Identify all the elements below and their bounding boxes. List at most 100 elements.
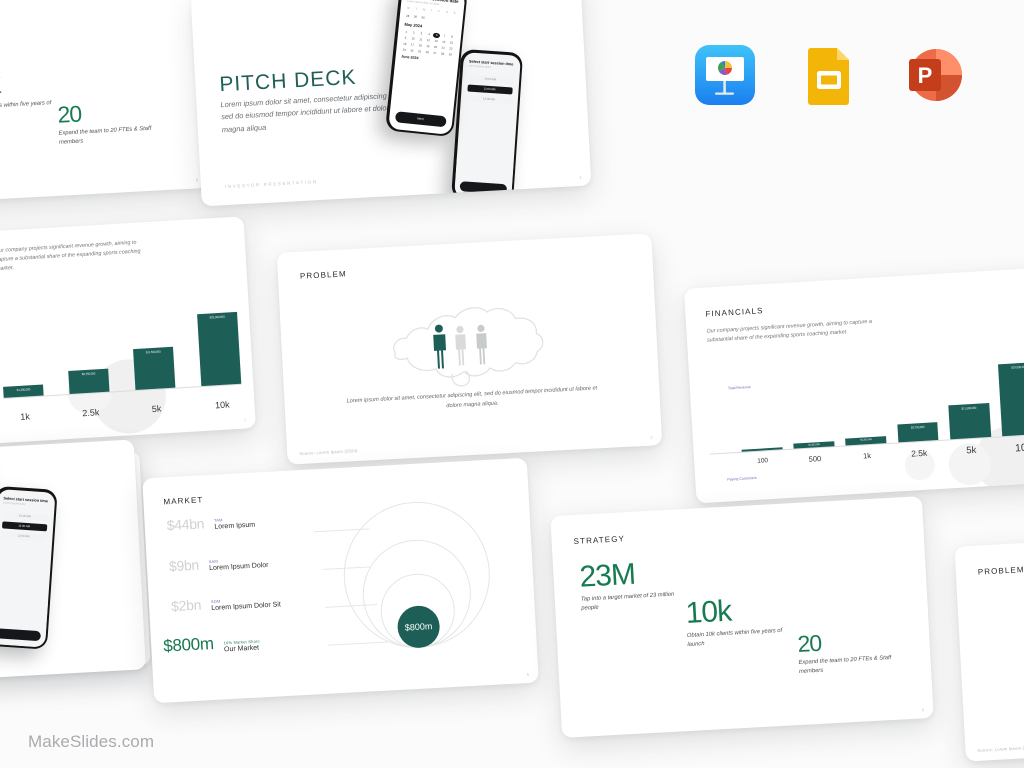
- phone-mockup-front: Select start session date Lorem ipsum do…: [385, 0, 468, 138]
- slide-financials-cropped[interactable]: Our company projects significant revenue…: [0, 216, 256, 452]
- person-muted: [455, 325, 467, 366]
- strategy-stat-2-text: Obtain 10k clients within five years of …: [0, 100, 52, 111]
- phone-time-option-label: 10:00 AM: [484, 76, 497, 82]
- x-tick-label: 10k: [1014, 441, 1024, 455]
- page-number: 6: [921, 707, 925, 713]
- page-number: 1: [579, 174, 583, 180]
- bar-value-label: $5,750,000: [81, 371, 96, 377]
- phone-time-option-selected-label: 11:00 AM: [18, 523, 31, 529]
- bar-2-5k: $5,750,000: [68, 368, 110, 394]
- calendar-day[interactable]: 30: [421, 15, 425, 20]
- market-row-sam: $9bn SAM Lorem Ipsum Dolor: [168, 553, 269, 575]
- strategy-stat-3-text: Expand the team to 20 FTEs & Staff membe…: [798, 654, 892, 676]
- slide-strategy[interactable]: STRATEGY 23M Tap into a target market of…: [550, 496, 934, 738]
- strategy-stat-2-number: 10k: [0, 66, 56, 102]
- calendar-day[interactable]: 28: [405, 13, 410, 19]
- market-row-som: $2bn SOM Lorem Ipsum Dolor Sit: [170, 592, 281, 615]
- page-number: 5: [526, 671, 530, 678]
- strategy-stat-3: 20 Expand the team to 20 FTEs & Staff me…: [797, 627, 907, 677]
- slide-pitch-deck-cropped[interactable]: Select start session time Lorem ipsum do…: [0, 439, 146, 687]
- powerpoint-icon[interactable]: P: [902, 44, 964, 106]
- person-highlighted: [433, 324, 447, 369]
- page-number: 7: [243, 417, 247, 423]
- x-tick-label: 1k: [862, 451, 872, 461]
- market-row-value: $800m: [162, 633, 215, 656]
- phone-time-option[interactable]: 10:00 AM: [2, 511, 48, 522]
- slide-problem-cropped[interactable]: PROBLEM Source: Lorem Ipsum (2024): [954, 529, 1024, 762]
- phone-time-option[interactable]: 12:00 AM: [466, 94, 512, 105]
- strategy-stat-2-text: Obtain 10k clients within five years of …: [686, 627, 783, 649]
- slide-problem[interactable]: PROBLEM Lorem ipsum dolor sit amet, cons…: [276, 233, 663, 465]
- keynote-icon[interactable]: [694, 44, 756, 106]
- phone-time-option-selected-label: 11:00 AM: [483, 86, 496, 92]
- phone-mockup-back: Select start session time Lorem ipsum do…: [0, 485, 58, 650]
- market-row-our-market: $800m 10% Market Share Our Market: [163, 631, 261, 656]
- weekday-label: W: [422, 7, 426, 12]
- bar-value-label: $11,500,000: [145, 349, 161, 355]
- phone-time-option-selected[interactable]: 11:00 AM: [1, 521, 47, 532]
- strategy-stat-2-number: 10k: [684, 594, 732, 631]
- market-row-value: $2bn: [170, 596, 202, 615]
- strategy-stat-3-number: 20: [56, 100, 82, 128]
- market-title: MARKET: [163, 495, 204, 507]
- x-tick-label: 1k: [20, 411, 31, 422]
- calendar-day-selected[interactable]: 6: [433, 32, 441, 39]
- problem-title-cropped: PROBLEM: [977, 565, 1024, 577]
- financials-bar-chart-cropped: $1,300,000 $5,750,000 $11,500,000 $25,00…: [0, 303, 243, 429]
- x-tick-label: 2.5k: [910, 447, 928, 459]
- page-number: 6: [195, 177, 199, 183]
- bar-value-label: $11,500,000: [961, 405, 977, 411]
- strategy-stat-1: 23M Tap into a target market of 23 milli…: [579, 557, 682, 614]
- market-row-tam: $44bn TAM Lorem Ipsum: [166, 513, 256, 534]
- x-tick-label: 5k: [151, 403, 162, 415]
- people-figures-icon: [433, 324, 487, 369]
- problem-source-note: Source: Lorem Ipsum (2024): [299, 447, 358, 457]
- pitch-deck-subtitle: Lorem ipsum dolor sit amet, consectetur …: [220, 90, 401, 134]
- weekday-label: F: [438, 9, 441, 14]
- financials-title: FINANCIALS: [705, 306, 764, 319]
- phone-time-option[interactable]: 12:00 AM: [0, 531, 47, 542]
- slide-financials[interactable]: FINANCIALS Our company projects signific…: [683, 267, 1024, 504]
- pitch-deck-footer: INVESTOR PRESENTATION: [224, 179, 318, 190]
- bar-5k: $11,500,000: [132, 346, 176, 391]
- x-tick-label: 100: [757, 457, 769, 465]
- bar-10k: $25,000,000: [196, 311, 242, 387]
- strategy-stat-1-number: 23M: [578, 557, 636, 594]
- site-watermark: MakeSlides.com: [28, 732, 155, 751]
- strategy-stat-2: 10k Obtain 10k clients within five years…: [685, 593, 792, 650]
- slide-market[interactable]: MARKET $800m $44bn TAM Lorem Ipsum $9bn …: [142, 457, 539, 704]
- bar-value-label: $1,300,000: [860, 437, 872, 442]
- bar-value-label: $25,000,000: [209, 314, 225, 320]
- market-row-value: $9bn: [168, 556, 200, 575]
- phone-time-option[interactable]: 10:00 AM: [467, 74, 513, 85]
- x-tick-label: 2.5k: [82, 407, 100, 419]
- leader-line: [327, 641, 388, 646]
- weekday-label: T: [415, 6, 418, 11]
- strategy-stat-3-text: Expand the team to 20 FTEs & Staff membe…: [58, 125, 152, 147]
- phone-next-button[interactable]: Next: [394, 110, 447, 127]
- weekday-label: S: [445, 9, 449, 14]
- market-row-value: $44bn: [166, 515, 205, 534]
- bar-2-5k: $5,750,000: [897, 422, 939, 443]
- market-row-name: Lorem Ipsum: [214, 521, 256, 531]
- strategy-stat-3-number: 20: [796, 629, 822, 658]
- financials-body: Our company projects significant revenue…: [706, 318, 873, 344]
- market-row-name: Our Market: [223, 644, 260, 654]
- slide-pitch-deck[interactable]: PITCH DECK Lorem ipsum dolor sit amet, c…: [190, 0, 592, 207]
- market-bubble-label: $800m: [404, 621, 433, 633]
- x-tick-label: 10k: [214, 399, 230, 411]
- phone-mockup-back: Select start session time Lorem ipsum do…: [451, 48, 524, 203]
- weekday-label: T: [430, 8, 433, 13]
- phone-time-option-selected[interactable]: 11:00 AM: [466, 84, 513, 95]
- problem-title: PROBLEM: [299, 269, 347, 281]
- weekday-label: S: [453, 10, 456, 15]
- google-slides-icon[interactable]: [798, 44, 860, 106]
- slide-strategy-cropped[interactable]: 23M Tap into a target market of 23 milli…: [0, 0, 208, 208]
- person-muted: [476, 324, 487, 365]
- strategy-stat-3: 20 Expand the team to 20 FTEs & Staff me…: [57, 98, 163, 148]
- bar-value-label: $25,000,000: [1011, 364, 1024, 370]
- bar-value-label: $1,300,000: [16, 387, 31, 393]
- svg-text:P: P: [918, 63, 933, 88]
- calendar-day[interactable]: 29: [413, 14, 418, 19]
